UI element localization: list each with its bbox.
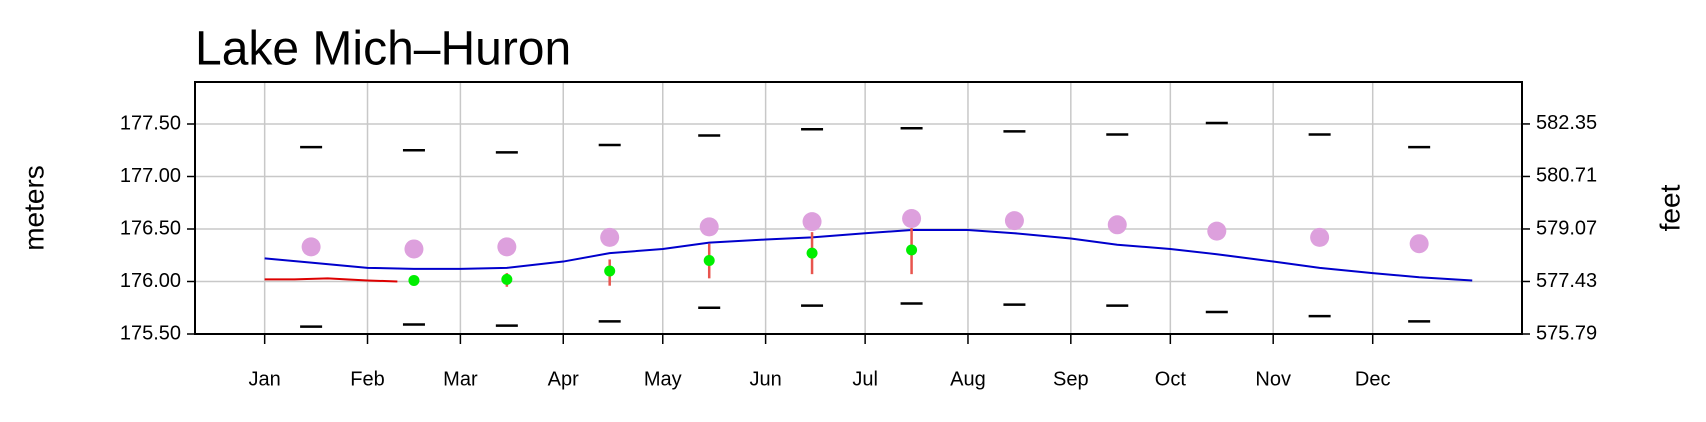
average-dot [802, 212, 822, 232]
data-line [264, 229, 1473, 282]
y2-axis-label: feet [1654, 184, 1685, 231]
x-tick-label: Dec [1355, 368, 1391, 390]
average-dot [301, 237, 321, 257]
average-dot [600, 227, 620, 247]
x-tick-label: Jan [249, 368, 281, 390]
y-tick-label: 175.50 [120, 322, 181, 344]
average-dot [699, 217, 719, 237]
x-tick-label: Oct [1155, 368, 1187, 390]
average-dot [1004, 211, 1024, 231]
y-tick-label: 177.00 [120, 165, 181, 187]
forecast-dot [806, 247, 818, 259]
x-tick-label: Jun [749, 368, 781, 390]
plot-frame [194, 81, 1523, 335]
y2-tick-label: 582.35 [1536, 112, 1597, 134]
x-tick-label: May [644, 368, 682, 390]
forecast-dot [703, 255, 715, 266]
x-tick-label: Aug [950, 368, 986, 390]
x-tick-label: Sep [1053, 368, 1089, 390]
data-line [264, 277, 398, 283]
average-dot [497, 237, 517, 257]
x-tick-label: Feb [350, 368, 384, 390]
y-tick-label: 177.50 [120, 112, 181, 134]
y-tick-label: 176.50 [120, 217, 181, 239]
y-axis-label: meters [18, 165, 49, 251]
forecast-dot [604, 265, 616, 277]
x-tick-label: Mar [443, 368, 478, 390]
forecast-dot [906, 244, 918, 256]
y-tick-label: 176.00 [120, 270, 181, 292]
y2-tick-label: 575.79 [1536, 322, 1597, 344]
y2-tick-label: 580.71 [1536, 165, 1597, 187]
average-dot [1207, 221, 1227, 241]
y2-tick-label: 577.43 [1536, 270, 1597, 292]
x-tick-label: Jul [852, 368, 878, 390]
average-dot [1107, 215, 1127, 235]
forecast-dot [501, 273, 513, 285]
x-tick-label: Nov [1255, 368, 1291, 390]
average-dot [404, 239, 424, 259]
average-dot [1409, 234, 1429, 254]
forecast-dot [408, 274, 420, 286]
average-dot [1310, 227, 1330, 247]
chart-title: Lake Mich–Huron [195, 23, 571, 76]
average-dot [902, 209, 922, 228]
y2-tick-label: 579.07 [1536, 217, 1597, 239]
x-tick-label: Apr [548, 368, 579, 390]
